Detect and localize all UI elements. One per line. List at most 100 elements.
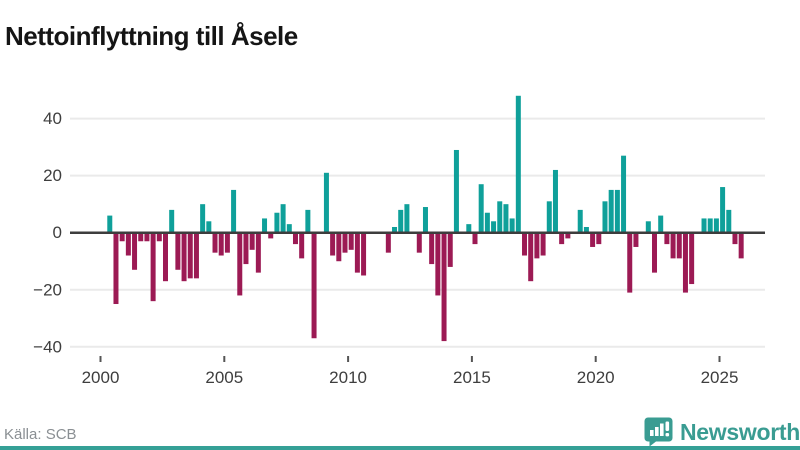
bar	[707, 218, 713, 233]
bar	[150, 232, 156, 302]
bar	[608, 189, 614, 233]
y-axis-tick-label: 20	[43, 166, 62, 185]
y-axis-tick-label: −40	[33, 337, 62, 356]
bar	[243, 232, 249, 265]
bar	[645, 221, 651, 233]
bar	[138, 232, 144, 242]
bar	[484, 212, 490, 233]
bar	[398, 209, 404, 233]
chart-title: Nettoinflyttning till Åsele	[5, 21, 298, 52]
bar	[113, 232, 119, 305]
x-axis-tick-label: 2005	[205, 368, 243, 387]
source-label: Källa: SCB	[4, 426, 77, 443]
bar	[583, 226, 589, 233]
bar	[670, 232, 676, 259]
bar	[621, 155, 627, 233]
bar	[200, 204, 206, 233]
bar	[162, 232, 168, 282]
bar	[559, 232, 565, 245]
y-axis-tick-label: 0	[53, 223, 62, 242]
bar	[392, 226, 398, 233]
bar	[552, 169, 558, 233]
bar	[292, 232, 298, 245]
bar	[565, 232, 571, 239]
bottom-accent-bar	[0, 446, 800, 450]
bar-chart: 40 20 0 −20 −40 2000 2005 2010 2015 2020 2025	[33, 95, 765, 387]
bar	[354, 232, 360, 273]
bar	[466, 224, 472, 233]
bar	[119, 232, 125, 242]
bar	[429, 232, 435, 265]
bar	[720, 187, 726, 233]
bar	[633, 232, 639, 247]
bar	[144, 232, 150, 242]
bar	[132, 232, 138, 270]
bar	[491, 221, 497, 233]
bar	[385, 232, 391, 253]
bar	[206, 221, 212, 233]
bar	[193, 232, 199, 279]
bar	[299, 232, 305, 259]
bar	[652, 232, 658, 273]
bar	[237, 232, 243, 296]
bar	[503, 204, 509, 233]
x-axis-tick-label: 2025	[701, 368, 739, 387]
bar	[596, 232, 602, 245]
bar	[336, 232, 342, 262]
bar	[361, 232, 367, 276]
bar	[224, 232, 230, 253]
bar	[602, 201, 608, 233]
bar	[156, 232, 162, 242]
bar	[515, 95, 521, 233]
bar	[509, 218, 515, 233]
bar	[305, 209, 311, 233]
bar	[323, 172, 329, 233]
bar	[447, 232, 453, 267]
bar	[614, 189, 620, 233]
bar	[286, 224, 292, 233]
bar	[472, 232, 478, 245]
bar	[416, 232, 422, 253]
bar	[348, 232, 354, 250]
bar	[713, 218, 719, 233]
bar	[701, 218, 707, 233]
bar	[231, 189, 237, 233]
bar	[268, 232, 274, 239]
bar	[125, 232, 131, 256]
bar	[249, 232, 255, 250]
x-axis-tick-label: 2010	[329, 368, 367, 387]
bar	[311, 232, 317, 339]
bar	[664, 232, 670, 245]
bar	[726, 209, 732, 233]
bar	[280, 204, 286, 233]
bar	[218, 232, 224, 256]
bar	[404, 204, 410, 233]
bar	[187, 232, 193, 279]
bar	[658, 215, 664, 233]
y-axis-tick-label: −20	[33, 280, 62, 299]
brand-logo: Newsworthy	[644, 417, 800, 447]
bar	[422, 207, 428, 233]
speech-bubble-bar-chart-icon	[644, 417, 673, 447]
bar	[212, 232, 218, 253]
bar	[330, 232, 336, 256]
bar	[682, 232, 688, 293]
bar	[175, 232, 181, 270]
bar	[738, 232, 744, 259]
x-axis-tick-label: 2015	[453, 368, 491, 387]
bar	[522, 232, 528, 256]
bar	[262, 218, 268, 233]
bar	[534, 232, 540, 259]
bar	[441, 232, 447, 342]
bar	[590, 232, 596, 247]
bar-chart-canvas: 40 20 0 −20 −40 2000 2005 2010 2015 2020 2025	[33, 95, 765, 387]
bar	[453, 149, 459, 233]
bar	[627, 232, 633, 293]
bar	[676, 232, 682, 259]
x-axis-tick-label: 2000	[82, 368, 120, 387]
bar	[546, 201, 552, 233]
bar	[732, 232, 738, 245]
bar	[181, 232, 187, 282]
bar	[274, 212, 280, 233]
